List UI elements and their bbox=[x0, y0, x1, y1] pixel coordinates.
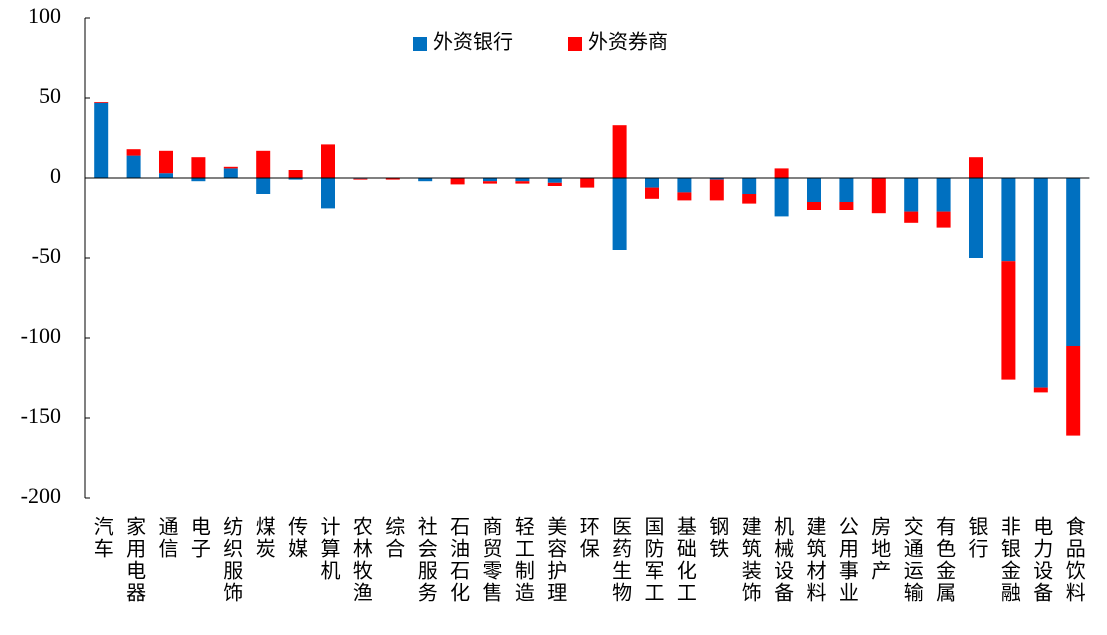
y-tick-label: -50 bbox=[32, 243, 61, 268]
x-tick-label: 计算机 bbox=[317, 516, 340, 582]
bar bbox=[612, 178, 627, 250]
x-tick-label: 综合 bbox=[382, 516, 405, 560]
x-tick-label: 农林牧渔 bbox=[349, 516, 372, 604]
x-tick-label: 医药生物 bbox=[609, 516, 632, 604]
bar bbox=[515, 181, 530, 184]
x-tick-label: 石油石化 bbox=[447, 516, 470, 604]
x-tick-label: 基础化工 bbox=[673, 516, 696, 604]
bar bbox=[191, 157, 206, 178]
bar bbox=[677, 178, 692, 193]
x-tick-label: 建筑材料 bbox=[803, 516, 826, 604]
bar bbox=[774, 168, 789, 178]
bar bbox=[969, 178, 983, 258]
bar bbox=[936, 178, 951, 212]
x-tick-label: 电子 bbox=[187, 516, 209, 560]
bar bbox=[774, 178, 789, 217]
bar bbox=[547, 178, 562, 183]
bar bbox=[288, 170, 303, 178]
bar bbox=[191, 178, 206, 182]
x-tick-label: 食品饮料 bbox=[1062, 516, 1085, 604]
x-tick-label: 汽车 bbox=[90, 516, 113, 560]
bar bbox=[223, 166, 238, 169]
bar bbox=[1033, 178, 1048, 388]
bar bbox=[94, 102, 109, 103]
x-tick-label: 家用电器 bbox=[123, 516, 146, 604]
bar bbox=[645, 178, 659, 188]
bar bbox=[1066, 178, 1081, 346]
bar bbox=[321, 144, 335, 178]
bar bbox=[580, 178, 595, 188]
bar bbox=[256, 178, 271, 194]
bar bbox=[288, 178, 303, 180]
legend-label: 外资券商 bbox=[588, 31, 668, 54]
y-tick-label: 50 bbox=[39, 83, 61, 108]
x-tick-label: 商贸零售 bbox=[479, 516, 502, 604]
x-tick-label: 社会服务 bbox=[414, 516, 437, 604]
bar bbox=[807, 202, 821, 210]
x-tick-label: 有色金属 bbox=[933, 516, 956, 604]
bar bbox=[936, 211, 951, 228]
bar bbox=[612, 125, 627, 178]
bar bbox=[483, 178, 497, 182]
bar bbox=[159, 173, 173, 178]
y-tick-label: 0 bbox=[50, 163, 61, 188]
x-tick-label: 通信 bbox=[155, 516, 178, 560]
bar bbox=[709, 179, 724, 201]
x-tick-label: 交通运输 bbox=[900, 516, 923, 604]
bar bbox=[1033, 387, 1048, 393]
bar bbox=[223, 168, 238, 178]
bar bbox=[483, 181, 497, 184]
x-tick-label: 公用事业 bbox=[835, 516, 858, 604]
x-tick-label: 钢铁 bbox=[706, 516, 729, 560]
bar bbox=[645, 187, 659, 199]
bar bbox=[256, 150, 271, 178]
bar bbox=[94, 102, 109, 178]
bar bbox=[1001, 178, 1016, 262]
bar bbox=[969, 157, 983, 178]
bar bbox=[1066, 346, 1081, 436]
y-tick-label: 100 bbox=[28, 3, 61, 28]
bar bbox=[1001, 261, 1016, 380]
bar bbox=[321, 178, 335, 209]
x-tick-label: 房地产 bbox=[868, 516, 891, 582]
x-tick-label: 建筑装饰 bbox=[738, 516, 761, 604]
bar bbox=[677, 192, 692, 201]
y-tick-label: -150 bbox=[21, 403, 61, 428]
x-tick-label: 非银金融 bbox=[997, 516, 1020, 604]
bar bbox=[159, 150, 173, 174]
bar bbox=[807, 178, 821, 202]
bar bbox=[126, 149, 141, 156]
legend-swatch bbox=[413, 37, 427, 51]
bar bbox=[904, 178, 919, 212]
x-tick-label: 轻工制造 bbox=[511, 516, 534, 604]
bar bbox=[904, 211, 919, 223]
x-tick-label: 纺织服饰 bbox=[220, 516, 243, 604]
x-tick-label: 机械设备 bbox=[771, 516, 794, 604]
bar bbox=[839, 178, 854, 202]
bar bbox=[353, 178, 368, 180]
bar bbox=[418, 178, 433, 182]
x-tick-label: 国防军工 bbox=[641, 516, 663, 604]
bar bbox=[709, 178, 724, 180]
x-tick-label: 银行 bbox=[965, 516, 988, 560]
bar bbox=[742, 178, 757, 194]
x-tick-label: 环保 bbox=[576, 516, 599, 560]
bar bbox=[871, 178, 886, 214]
y-tick-label: -100 bbox=[21, 323, 61, 348]
x-tick-label: 传媒 bbox=[285, 516, 308, 560]
bar bbox=[515, 178, 530, 182]
y-tick-label: -200 bbox=[21, 483, 61, 508]
legend-label: 外资银行 bbox=[433, 31, 513, 54]
x-tick-label: 煤炭 bbox=[252, 516, 275, 560]
bar bbox=[742, 194, 757, 204]
bar bbox=[547, 182, 562, 186]
legend-swatch bbox=[568, 37, 582, 51]
bar bbox=[385, 178, 400, 180]
bar bbox=[839, 202, 854, 210]
bar bbox=[450, 178, 465, 185]
bar bbox=[126, 155, 141, 178]
x-tick-label: 美容护理 bbox=[544, 516, 567, 604]
x-tick-label: 电力设备 bbox=[1030, 516, 1053, 604]
